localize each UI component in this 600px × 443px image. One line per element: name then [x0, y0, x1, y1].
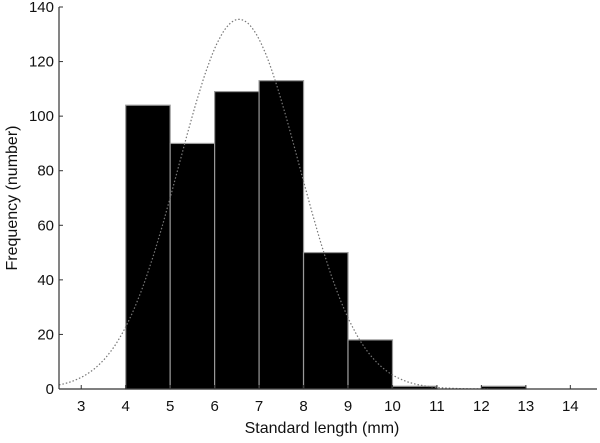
- x-tick-label: 12: [473, 398, 490, 415]
- x-tick-label: 3: [77, 398, 85, 415]
- x-tick-label: 4: [122, 398, 130, 415]
- x-tick-label: 9: [344, 398, 352, 415]
- x-tick-label: 7: [255, 398, 263, 415]
- y-tick-label: 80: [37, 163, 54, 180]
- y-axis-ticks: 0 20 40 60 80 100 120 140: [29, 0, 63, 398]
- histogram-bar: [302, 251, 349, 390]
- x-tick-label: 10: [384, 398, 401, 415]
- y-tick-label: 100: [29, 108, 54, 125]
- y-tick-label: 0: [46, 381, 54, 398]
- y-tick-label: 140: [29, 0, 54, 16]
- histogram-bar: [214, 90, 260, 390]
- histogram-bar: [125, 104, 171, 390]
- axes: [58, 7, 597, 390]
- x-tick-label: 14: [562, 398, 579, 415]
- y-tick-label: 60: [37, 217, 54, 234]
- x-tick-label: 11: [429, 398, 445, 415]
- x-tick-label: 8: [299, 398, 307, 415]
- histogram-bar: [169, 142, 216, 390]
- histogram-bars: [125, 80, 527, 390]
- histogram-bar: [347, 339, 394, 390]
- x-tick-label: 13: [518, 398, 535, 415]
- x-axis-label: Standard length (mm): [245, 420, 400, 437]
- histogram-bar: [258, 80, 305, 390]
- x-axis-ticks: 3 4 5 6 7 8 9 10 11 12 13 14: [77, 385, 579, 415]
- y-axis-label: Frequency (number): [4, 126, 21, 271]
- x-tick-label: 6: [210, 398, 218, 415]
- normal-fit-curve: [58, 18, 489, 390]
- y-tick-label: 20: [37, 326, 54, 343]
- x-tick-label: 5: [166, 398, 174, 415]
- y-tick-label: 120: [29, 54, 54, 71]
- y-tick-label: 40: [37, 272, 54, 289]
